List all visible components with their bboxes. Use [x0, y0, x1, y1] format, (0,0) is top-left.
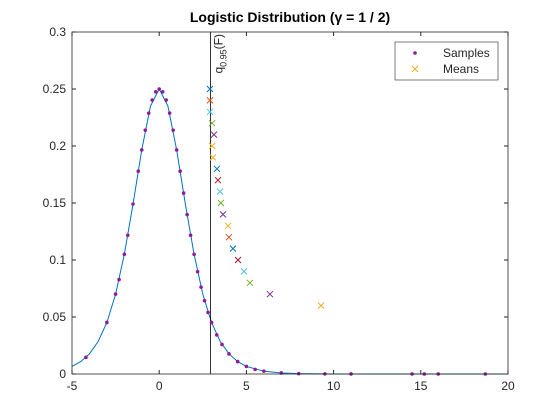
- sample-point: [113, 292, 118, 296]
- sample-point: [178, 169, 182, 173]
- x-tick-label: -5: [67, 379, 78, 393]
- y-tick-label: 0.3: [49, 25, 66, 39]
- sample-point: [164, 98, 168, 102]
- mean-marker: [224, 222, 232, 230]
- sample-point: [262, 369, 266, 373]
- legend-marker: [411, 65, 419, 73]
- sample-point: [139, 148, 144, 152]
- mean-marker: [246, 279, 254, 287]
- sample-point: [185, 212, 189, 217]
- sample-point: [153, 90, 158, 94]
- axes-box: [71, 31, 509, 375]
- mean-marker: [266, 290, 274, 298]
- sample-point: [160, 90, 165, 94]
- sample-point: [253, 367, 257, 372]
- sample-point: [214, 333, 219, 337]
- sample-point: [117, 277, 121, 282]
- mean-marker: [208, 142, 216, 150]
- mean-marker: [225, 233, 233, 241]
- mean-marker: [217, 199, 225, 207]
- mean-marker: [209, 154, 217, 161]
- sample-point: [167, 111, 172, 115]
- mean-marker: [214, 176, 222, 184]
- sample-point: [143, 128, 148, 132]
- mean-marker: [206, 108, 214, 116]
- legend-label: Means: [443, 62, 479, 76]
- legend-label: Samples: [443, 46, 490, 60]
- y-tick-label: 0.05: [43, 310, 67, 324]
- sample-point: [227, 352, 231, 356]
- sample-point: [220, 342, 224, 347]
- x-tick-label: 0: [156, 379, 163, 393]
- quantile-label: q0.95(F): [212, 34, 229, 74]
- sample-point: [171, 128, 175, 132]
- mean-marker: [234, 256, 242, 264]
- sample-point: [192, 252, 196, 257]
- mean-marker: [213, 165, 221, 173]
- sample-point: [202, 298, 207, 303]
- mean-marker: [206, 85, 214, 93]
- sample-point: [195, 269, 200, 274]
- chart-title: Logistic Distribution (γ = 1 / 2): [190, 9, 390, 25]
- x-tick-label: 15: [414, 379, 428, 393]
- sample-point: [146, 111, 151, 115]
- x-tick-label: 5: [243, 379, 250, 393]
- sample-point: [181, 191, 186, 195]
- mean-marker: [208, 119, 216, 127]
- plot-area: [72, 32, 508, 374]
- quantile-label-sub: 0.95: [219, 49, 229, 67]
- y-tick-label: 0.15: [43, 196, 67, 210]
- mean-marker: [216, 188, 224, 195]
- quantile-label-main: q: [212, 67, 226, 74]
- y-tick-label: 0.25: [43, 82, 67, 96]
- sample-point: [157, 87, 161, 91]
- sample-point: [199, 285, 203, 289]
- sample-point: [122, 252, 127, 257]
- sample-point: [174, 148, 179, 152]
- sample-point: [84, 355, 88, 360]
- sample-point: [126, 233, 130, 238]
- mean-marker: [219, 211, 227, 218]
- sample-point: [206, 310, 210, 315]
- legend-marker: [413, 51, 417, 55]
- mean-marker: [229, 245, 237, 252]
- quantile-label-suffix: (F): [212, 34, 226, 49]
- legend-box: [394, 41, 499, 81]
- sample-point: [209, 320, 214, 325]
- y-tick-label: 0.1: [49, 253, 66, 267]
- sample-point: [150, 98, 155, 102]
- sample-point: [105, 320, 109, 325]
- y-tick-label: 0.2: [49, 139, 66, 153]
- mean-marker: [206, 97, 214, 104]
- sample-point: [188, 233, 193, 238]
- sample-point: [131, 202, 135, 206]
- pdf-curve: [71, 87, 508, 375]
- x-tick-label: 10: [327, 379, 341, 393]
- mean-marker: [240, 268, 248, 275]
- y-tick-label: 0: [59, 367, 66, 381]
- mean-marker: [210, 131, 218, 138]
- sample-point: [235, 359, 240, 364]
- x-tick-label: 20: [501, 379, 515, 393]
- sample-point: [136, 169, 141, 173]
- mean-marker: [317, 302, 325, 309]
- sample-point: [244, 364, 249, 369]
